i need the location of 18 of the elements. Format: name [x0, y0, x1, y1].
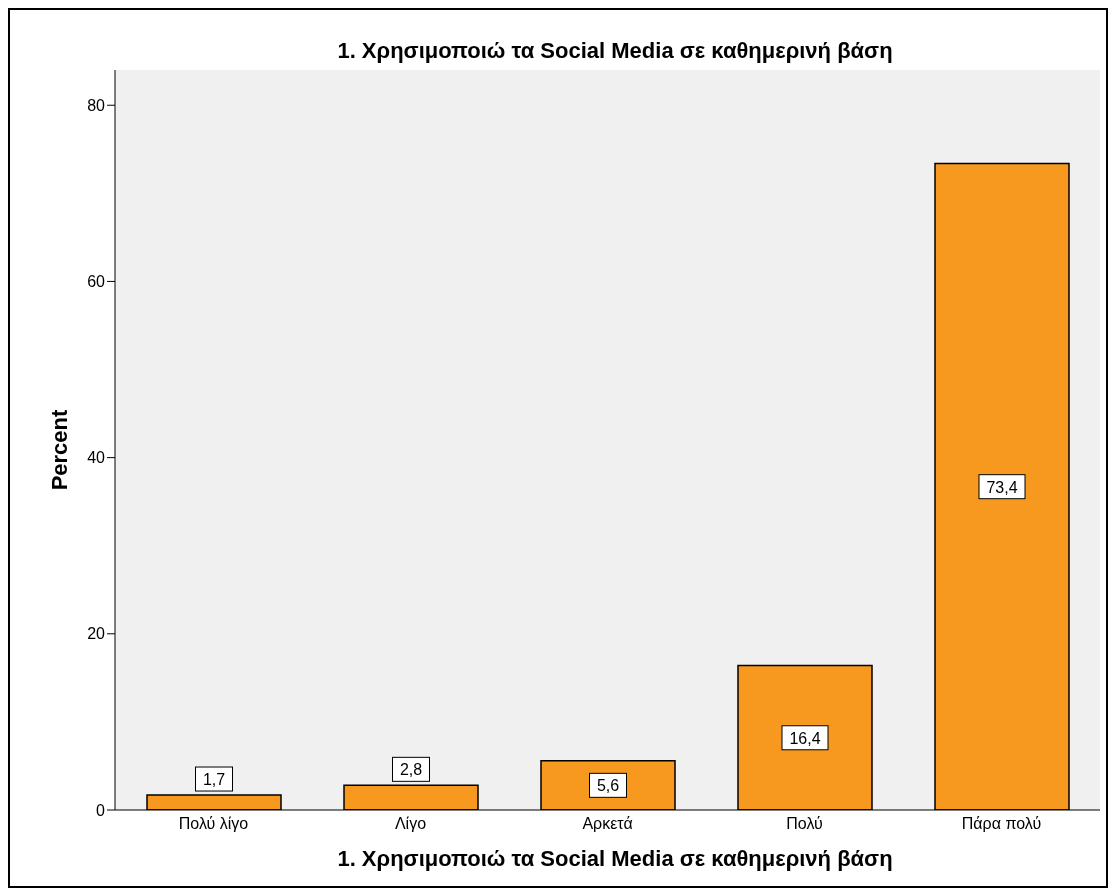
- y-tick-label: 40: [87, 449, 106, 467]
- x-tick-label: Πολύ: [786, 815, 823, 833]
- y-tick-label: 80: [87, 96, 106, 114]
- x-tick-label: Αρκετά: [582, 815, 633, 833]
- y-tick-label: 0: [96, 801, 106, 819]
- y-tick-label: 20: [87, 625, 106, 643]
- x-axis-title: 1. Χρησιμοποιώ τα Social Media σε καθημερινή βάση: [336, 846, 894, 872]
- x-tick-label: Πάρα πολύ: [961, 815, 1042, 833]
- data-label: 2,8: [399, 761, 423, 779]
- data-label: 1,7: [202, 771, 226, 789]
- x-tick-label: Πολύ λίγο: [178, 815, 249, 833]
- y-tick-label: 60: [87, 273, 106, 291]
- data-label: 73,4: [986, 478, 1018, 496]
- x-tick-label: Λίγο: [394, 815, 427, 833]
- data-label: 16,4: [789, 729, 821, 747]
- y-axis-title: Percent: [47, 409, 73, 491]
- data-label: 5,6: [596, 777, 620, 795]
- chart-title: 1. Χρησιμοποιώ τα Social Media σε καθημερινή βάση: [336, 38, 894, 64]
